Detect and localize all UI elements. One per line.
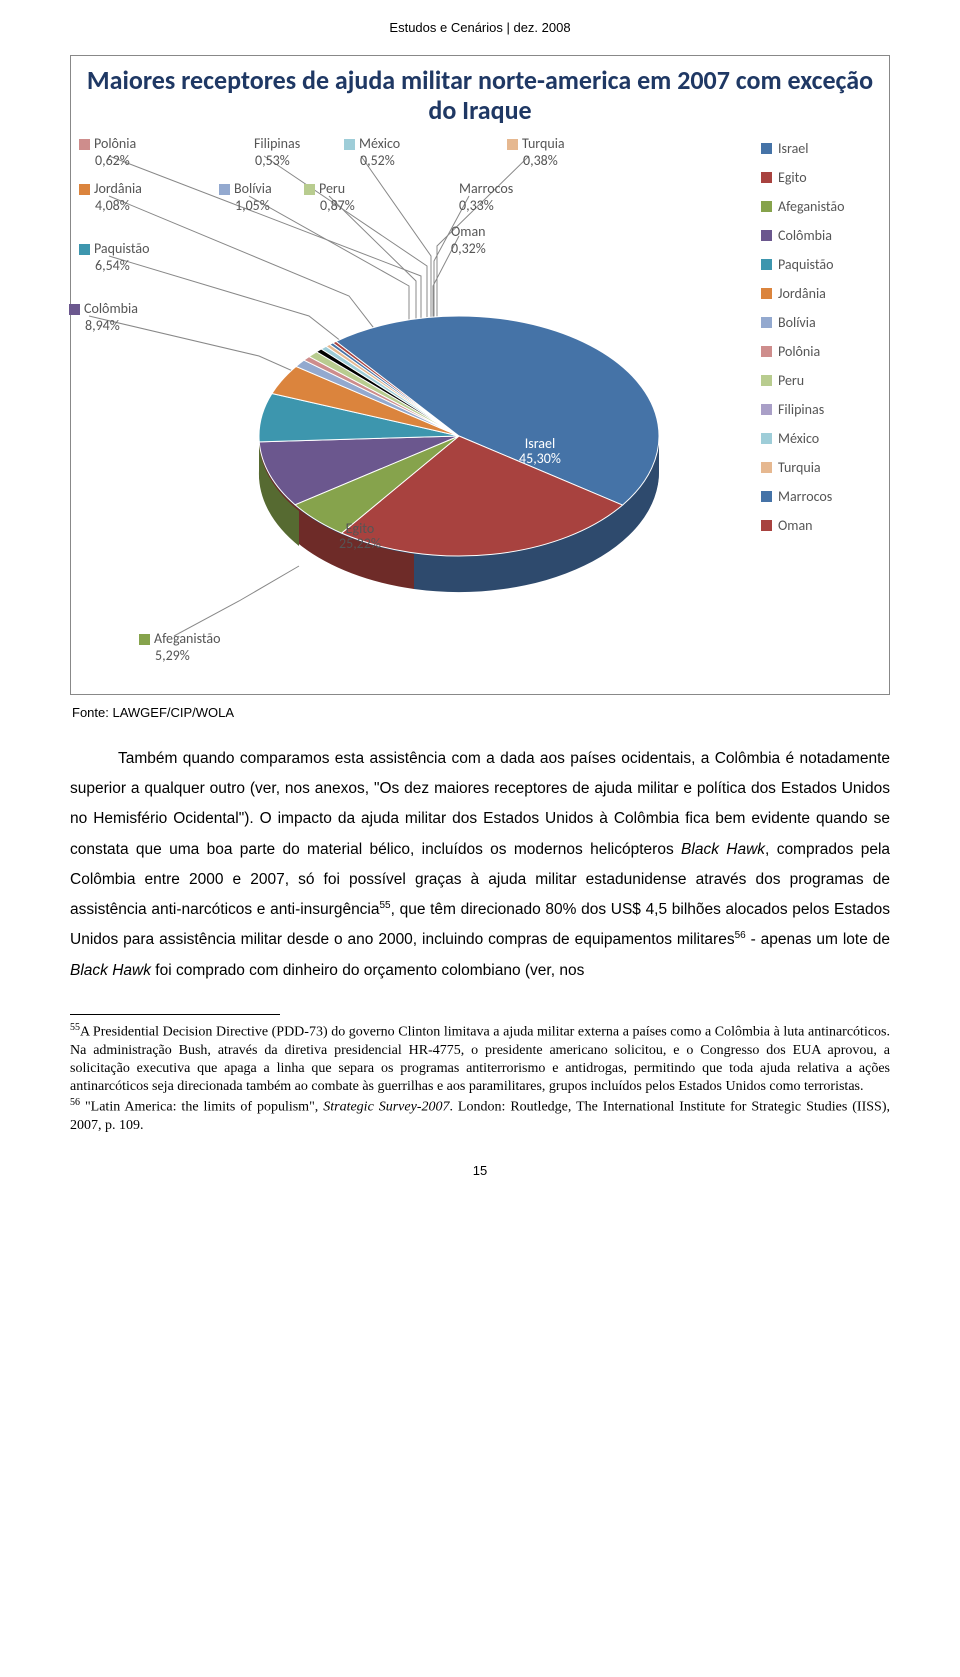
callout-afeganistao: Afeganistão 5,29% <box>139 631 221 665</box>
legend-swatch-icon <box>761 172 772 183</box>
legend-item: Marrocos <box>761 488 881 505</box>
swatch-icon <box>344 139 355 150</box>
legend-item: Israel <box>761 140 881 157</box>
slice-label-egito: Egito25,22% <box>339 521 381 552</box>
legend-item: Peru <box>761 372 881 389</box>
swatch-icon <box>507 139 518 150</box>
callout-oman: Oman 0,32% <box>451 224 486 258</box>
legend-swatch-icon <box>761 520 772 531</box>
callout-filipinas: Filipinas 0,53% <box>239 136 300 170</box>
legend-label: México <box>778 430 819 447</box>
legend-item: Oman <box>761 517 881 534</box>
legend-item: México <box>761 430 881 447</box>
legend-item: Egito <box>761 169 881 186</box>
body-text: Também quando comparamos esta assistênci… <box>70 744 890 986</box>
callout-marrocos: Marrocos 0,33% <box>459 181 513 215</box>
callout-turquia: Turquia 0,38% <box>507 136 565 170</box>
callout-bolivia: Bolívia 1,05% <box>219 181 272 215</box>
callout-mexico: México 0,52% <box>344 136 400 170</box>
pie-area: Polônia 0,62% Filipinas 0,53% México 0,5… <box>79 136 761 676</box>
legend-label: Israel <box>778 140 808 157</box>
swatch-icon <box>239 139 250 150</box>
pie-top <box>259 316 659 556</box>
legend-label: Turquia <box>778 459 821 476</box>
swatch-icon <box>79 139 90 150</box>
swatch-icon <box>79 184 90 195</box>
slice-label-israel: Israel45,30% <box>519 436 561 467</box>
pie-chart-figure: Maiores receptores de ajuda militar nort… <box>70 55 890 695</box>
paragraph: Também quando comparamos esta assistênci… <box>70 744 890 986</box>
chart-source: Fonte: LAWGEF/CIP/WOLA <box>72 705 890 720</box>
legend-label: Marrocos <box>778 488 832 505</box>
legend-item: Afeganistão <box>761 198 881 215</box>
legend-swatch-icon <box>761 375 772 386</box>
legend-item: Colômbia <box>761 227 881 244</box>
callout-jordania: Jordânia 4,08% <box>79 181 142 215</box>
callout-peru: Peru 0,87% <box>304 181 355 215</box>
legend-swatch-icon <box>761 259 772 270</box>
swatch-icon <box>69 304 80 315</box>
footnote-55: 55A Presidential Decision Directive (PDD… <box>70 1021 890 1096</box>
callout-paquistao: Paquistão 6,54% <box>79 241 150 275</box>
legend-swatch-icon <box>761 201 772 212</box>
legend-swatch-icon <box>761 317 772 328</box>
pie-3d <box>239 296 679 626</box>
page-number: 15 <box>70 1163 890 1178</box>
swatch-icon <box>139 634 150 645</box>
swatch-icon <box>79 244 90 255</box>
swatch-icon <box>304 184 315 195</box>
footnote-56: 56 "Latin America: the limits of populis… <box>70 1096 890 1135</box>
legend-swatch-icon <box>761 230 772 241</box>
page-header: Estudos e Cenários | dez. 2008 <box>70 20 890 35</box>
legend-label: Colômbia <box>778 227 832 244</box>
legend-item: Filipinas <box>761 401 881 418</box>
footnote-separator <box>70 1014 280 1015</box>
legend-swatch-icon <box>761 491 772 502</box>
legend-item: Paquistão <box>761 256 881 273</box>
chart-title: Maiores receptores de ajuda militar nort… <box>79 66 881 126</box>
legend-item: Turquia <box>761 459 881 476</box>
callout-colombia: Colômbia 8,94% <box>69 301 138 335</box>
legend-label: Afeganistão <box>778 198 845 215</box>
legend-swatch-icon <box>761 143 772 154</box>
legend-swatch-icon <box>761 433 772 444</box>
legend-label: Polônia <box>778 343 820 360</box>
swatch-icon <box>219 184 230 195</box>
legend: Israel Egito Afeganistão Colômbia Paquistão J… <box>761 136 881 676</box>
legend-item: Jordânia <box>761 285 881 302</box>
legend-item: Bolívia <box>761 314 881 331</box>
legend-swatch-icon <box>761 288 772 299</box>
chart-body: Polônia 0,62% Filipinas 0,53% México 0,5… <box>79 136 881 676</box>
legend-label: Filipinas <box>778 401 824 418</box>
legend-label: Paquistão <box>778 256 834 273</box>
legend-label: Bolívia <box>778 314 816 331</box>
legend-label: Oman <box>778 517 813 534</box>
legend-label: Egito <box>778 169 807 186</box>
legend-item: Polônia <box>761 343 881 360</box>
legend-label: Peru <box>778 372 804 389</box>
callout-polonia: Polônia 0,62% <box>79 136 136 170</box>
footnotes: 55A Presidential Decision Directive (PDD… <box>70 1021 890 1135</box>
legend-swatch-icon <box>761 404 772 415</box>
legend-swatch-icon <box>761 462 772 473</box>
legend-label: Jordânia <box>778 285 826 302</box>
legend-swatch-icon <box>761 346 772 357</box>
